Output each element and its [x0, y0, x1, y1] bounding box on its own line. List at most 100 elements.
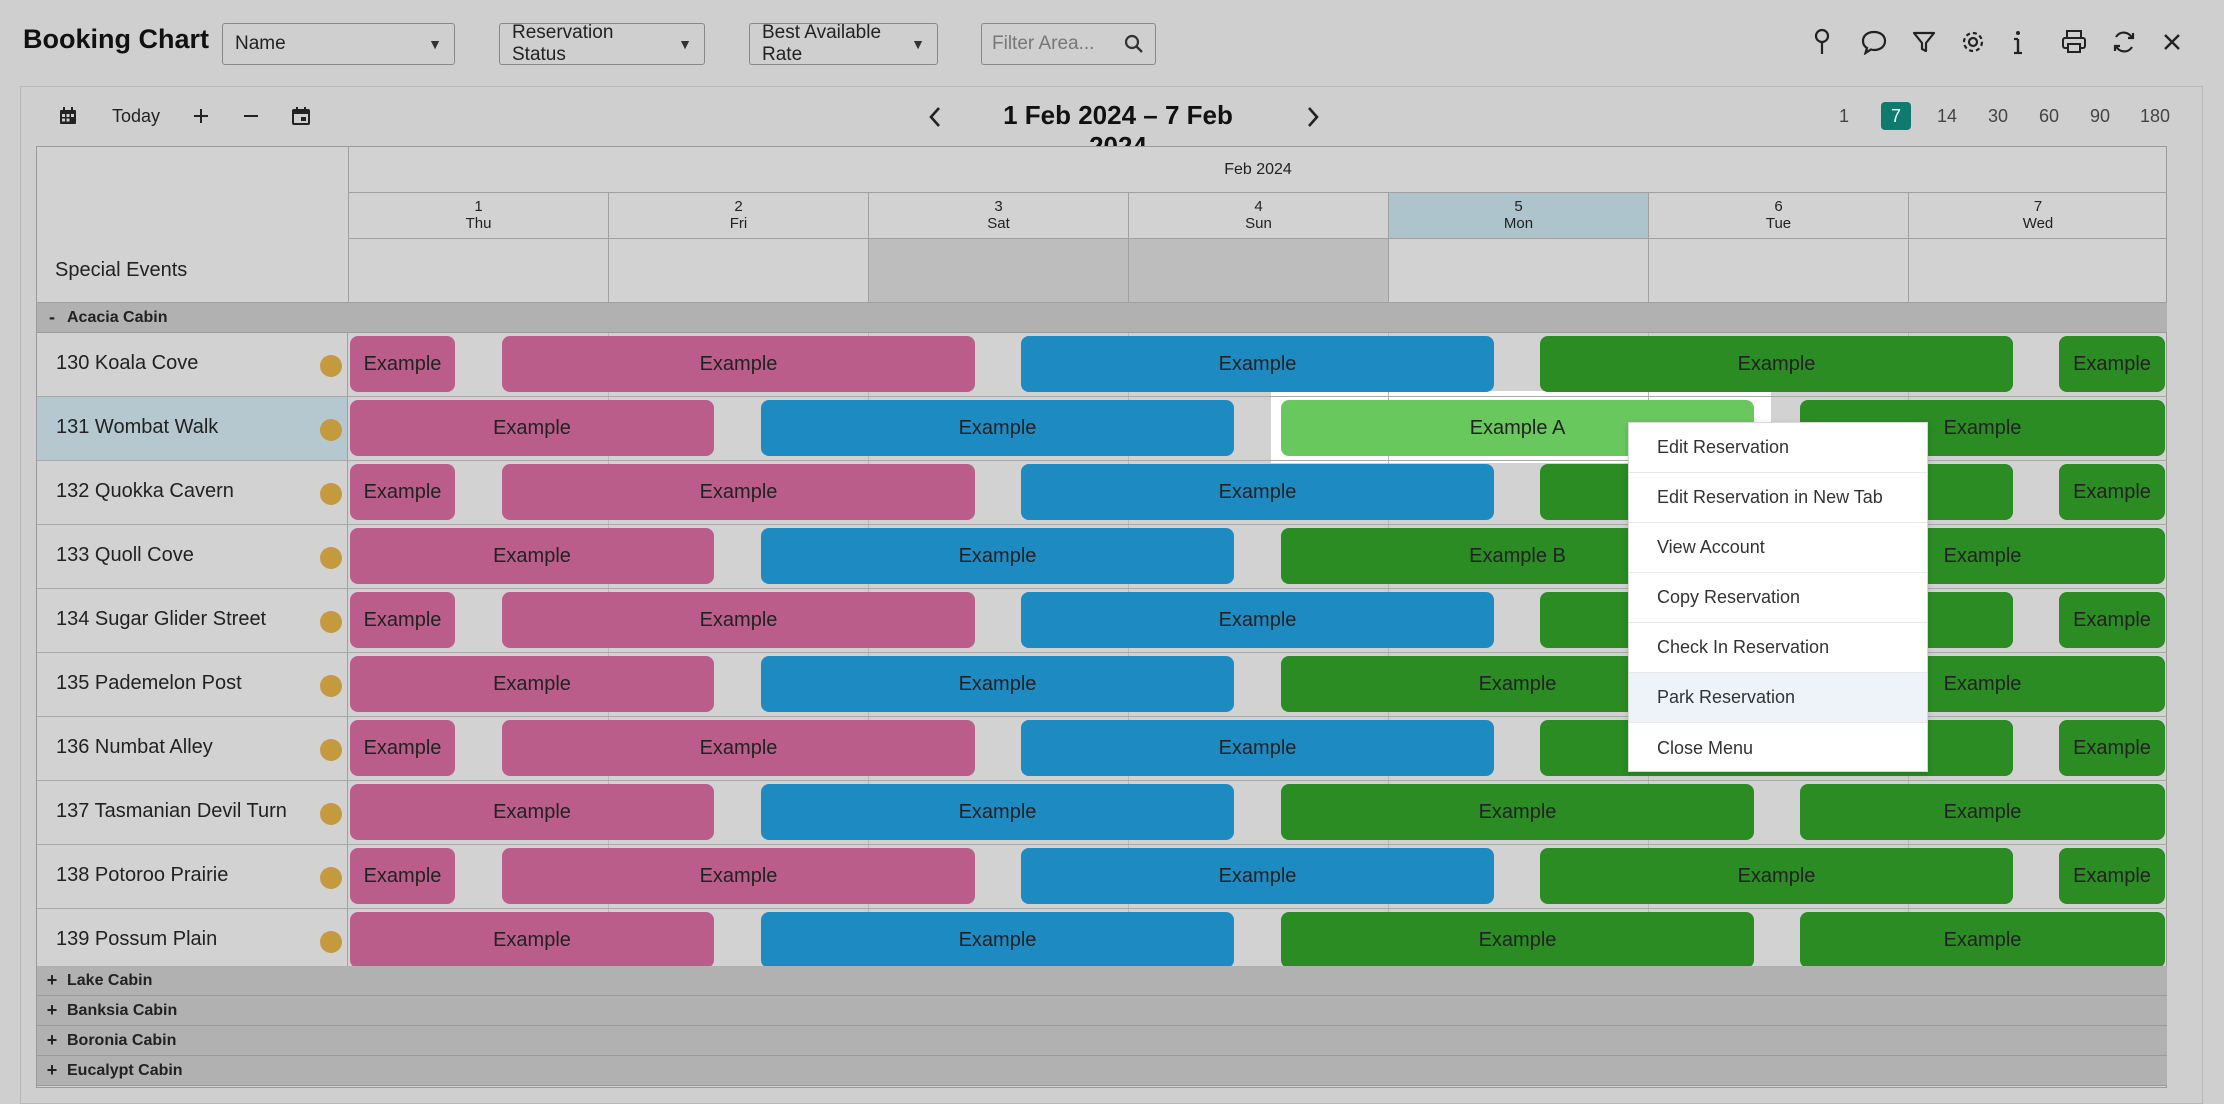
reservation-bar[interactable]: Example	[2059, 336, 2165, 392]
reservation-bar[interactable]: Example	[1540, 336, 2013, 392]
zoom-90-days[interactable]: 90	[2089, 105, 2111, 126]
reservation-bar[interactable]: Example	[502, 848, 975, 904]
reservation-bar[interactable]: Example	[1281, 784, 1754, 840]
reservation-bar[interactable]: Example	[1021, 592, 1494, 648]
reservation-bar[interactable]: Example	[350, 912, 714, 968]
reservation-bar[interactable]: Example	[502, 336, 975, 392]
reservation-bar[interactable]: Example	[2059, 848, 2165, 904]
room-label[interactable]: 139 Possum Plain	[37, 909, 348, 972]
reservation-bar[interactable]: Example	[1800, 912, 2165, 968]
edit-reservation-menu-item[interactable]: Edit Reservation	[1629, 423, 1927, 473]
chat-icon[interactable]	[1856, 24, 1892, 60]
expand-toggle[interactable]: +	[46, 1000, 58, 1020]
location-pin-icon[interactable]	[1804, 24, 1840, 60]
group-header-boronia-cabin[interactable]: + Boronia Cabin	[37, 1026, 2167, 1056]
reservation-bar[interactable]: Example	[350, 720, 455, 776]
reservation-bar[interactable]: Example	[1021, 848, 1494, 904]
expand-toggle[interactable]: +	[46, 1060, 58, 1080]
day-header: 6 Tue	[1648, 193, 1908, 239]
zoom-30-days[interactable]: 30	[1987, 105, 2009, 126]
reservation-bar[interactable]: Example	[502, 720, 975, 776]
reservation-bar[interactable]: Example	[350, 464, 455, 520]
close-menu-menu-item[interactable]: Close Menu	[1657, 737, 1754, 758]
plus-icon[interactable]	[186, 98, 216, 134]
filter-area-input[interactable]: Filter Area...	[981, 23, 1156, 65]
room-label[interactable]: 138 Potoroo Prairie	[37, 845, 348, 908]
check-in-reservation-menu-item[interactable]: Check In Reservation	[1629, 623, 1927, 673]
room-label[interactable]: 135 Pademelon Post	[37, 653, 348, 716]
group-header-lake-cabin[interactable]: + Lake Cabin	[37, 966, 2167, 996]
next-week-button[interactable]	[1298, 100, 1328, 134]
reservation-bar[interactable]: Example	[1021, 464, 1494, 520]
group-header-eucalypt-cabin[interactable]: + Eucalypt Cabin	[37, 1056, 2167, 1086]
room-label[interactable]: 137 Tasmanian Devil Turn	[37, 781, 348, 844]
special-event-cell[interactable]	[1128, 239, 1388, 303]
filter-icon[interactable]	[1906, 24, 1942, 60]
day-of-week: Wed	[2022, 215, 2054, 232]
reservation-bar[interactable]: Example	[350, 656, 714, 712]
room-label[interactable]: 136 Numbat Alley	[37, 717, 348, 780]
refresh-icon[interactable]	[2106, 24, 2142, 60]
zoom-180-days[interactable]: 180	[2140, 105, 2171, 126]
zoom-14-days[interactable]: 14	[1936, 105, 1958, 126]
room-label[interactable]: 130 Koala Cove	[37, 333, 348, 396]
rate-select[interactable]: Best Available Rate ▼	[749, 22, 938, 65]
reservation-bar[interactable]: Example	[1540, 848, 2013, 904]
search-icon[interactable]	[1123, 33, 1145, 61]
reservation-bar[interactable]: Example	[350, 528, 714, 584]
copy-reservation-menu-item[interactable]: Copy Reservation	[1629, 573, 1927, 623]
expand-toggle[interactable]: +	[46, 970, 58, 990]
printer-icon[interactable]	[2056, 24, 2092, 60]
minus-icon[interactable]	[236, 98, 266, 134]
group-header-banksia-cabin[interactable]: + Banksia Cabin	[37, 996, 2167, 1026]
sort-select[interactable]: Name ▼	[222, 23, 455, 65]
previous-week-button[interactable]	[920, 100, 950, 134]
zoom-7-days[interactable]: 7	[1881, 102, 1911, 130]
room-label[interactable]: 131 Wombat Walk	[37, 397, 348, 460]
room-label[interactable]: 132 Quokka Cavern	[37, 461, 348, 524]
reservation-bar[interactable]: Example	[761, 912, 1234, 968]
rate-select-value: Best Available Rate	[762, 22, 882, 65]
reservation-bar[interactable]: Example	[761, 528, 1234, 584]
special-event-cell[interactable]	[1648, 239, 1908, 303]
zoom-1-days[interactable]: 1	[1838, 105, 1849, 126]
expand-toggle[interactable]: +	[46, 1030, 58, 1050]
collapse-toggle[interactable]: -	[49, 307, 55, 327]
reservation-bar[interactable]: Example	[502, 592, 975, 648]
calendar-icon[interactable]	[52, 98, 84, 134]
reservation-bar[interactable]: Example	[1281, 912, 1754, 968]
reservation-bar[interactable]: Example	[1021, 336, 1494, 392]
today-button[interactable]: Today	[111, 105, 161, 126]
view-account-menu-item[interactable]: View Account	[1629, 523, 1927, 573]
zoom-60-days[interactable]: 60	[2038, 105, 2060, 126]
reservation-bar[interactable]: Example	[1021, 720, 1494, 776]
room-label[interactable]: 133 Quoll Cove	[37, 525, 348, 588]
info-icon[interactable]	[2000, 24, 2036, 60]
group-header-acacia-cabin[interactable]: - Acacia Cabin	[37, 303, 2167, 333]
reservation-bar[interactable]: Example	[350, 400, 714, 456]
reservation-bar[interactable]: Example	[350, 336, 455, 392]
reservation-bar[interactable]: Example	[761, 656, 1234, 712]
calendar-event-icon[interactable]	[286, 98, 316, 134]
room-label[interactable]: 134 Sugar Glider Street	[37, 589, 348, 652]
reservation-bar[interactable]: Example	[350, 784, 714, 840]
reservation-bar[interactable]: Example	[761, 400, 1234, 456]
special-event-cell[interactable]	[868, 239, 1128, 303]
reservation-status-select[interactable]: Reservation Status ▼	[499, 22, 705, 65]
special-event-cell[interactable]	[608, 239, 868, 303]
reservation-bar[interactable]: Example	[761, 784, 1234, 840]
edit-reservation-new-tab-menu-item[interactable]: Edit Reservation in New Tab	[1629, 473, 1927, 523]
reservation-bar[interactable]: Example	[350, 592, 455, 648]
reservation-bar[interactable]: Example	[350, 848, 455, 904]
reservation-bar[interactable]: Example	[1800, 784, 2165, 840]
close-icon[interactable]	[2154, 24, 2190, 60]
special-event-cell[interactable]	[1908, 239, 2167, 303]
special-event-cell[interactable]	[1388, 239, 1648, 303]
reservation-bar[interactable]: Example	[2059, 592, 2165, 648]
reservation-bar[interactable]: Example	[2059, 464, 2165, 520]
reservation-bar[interactable]: Example	[502, 464, 975, 520]
reservation-bar[interactable]: Example	[2059, 720, 2165, 776]
gear-icon[interactable]	[1955, 24, 1991, 60]
special-event-cell[interactable]	[348, 239, 608, 303]
park-reservation-menu-item[interactable]: Park Reservation	[1629, 673, 1927, 723]
